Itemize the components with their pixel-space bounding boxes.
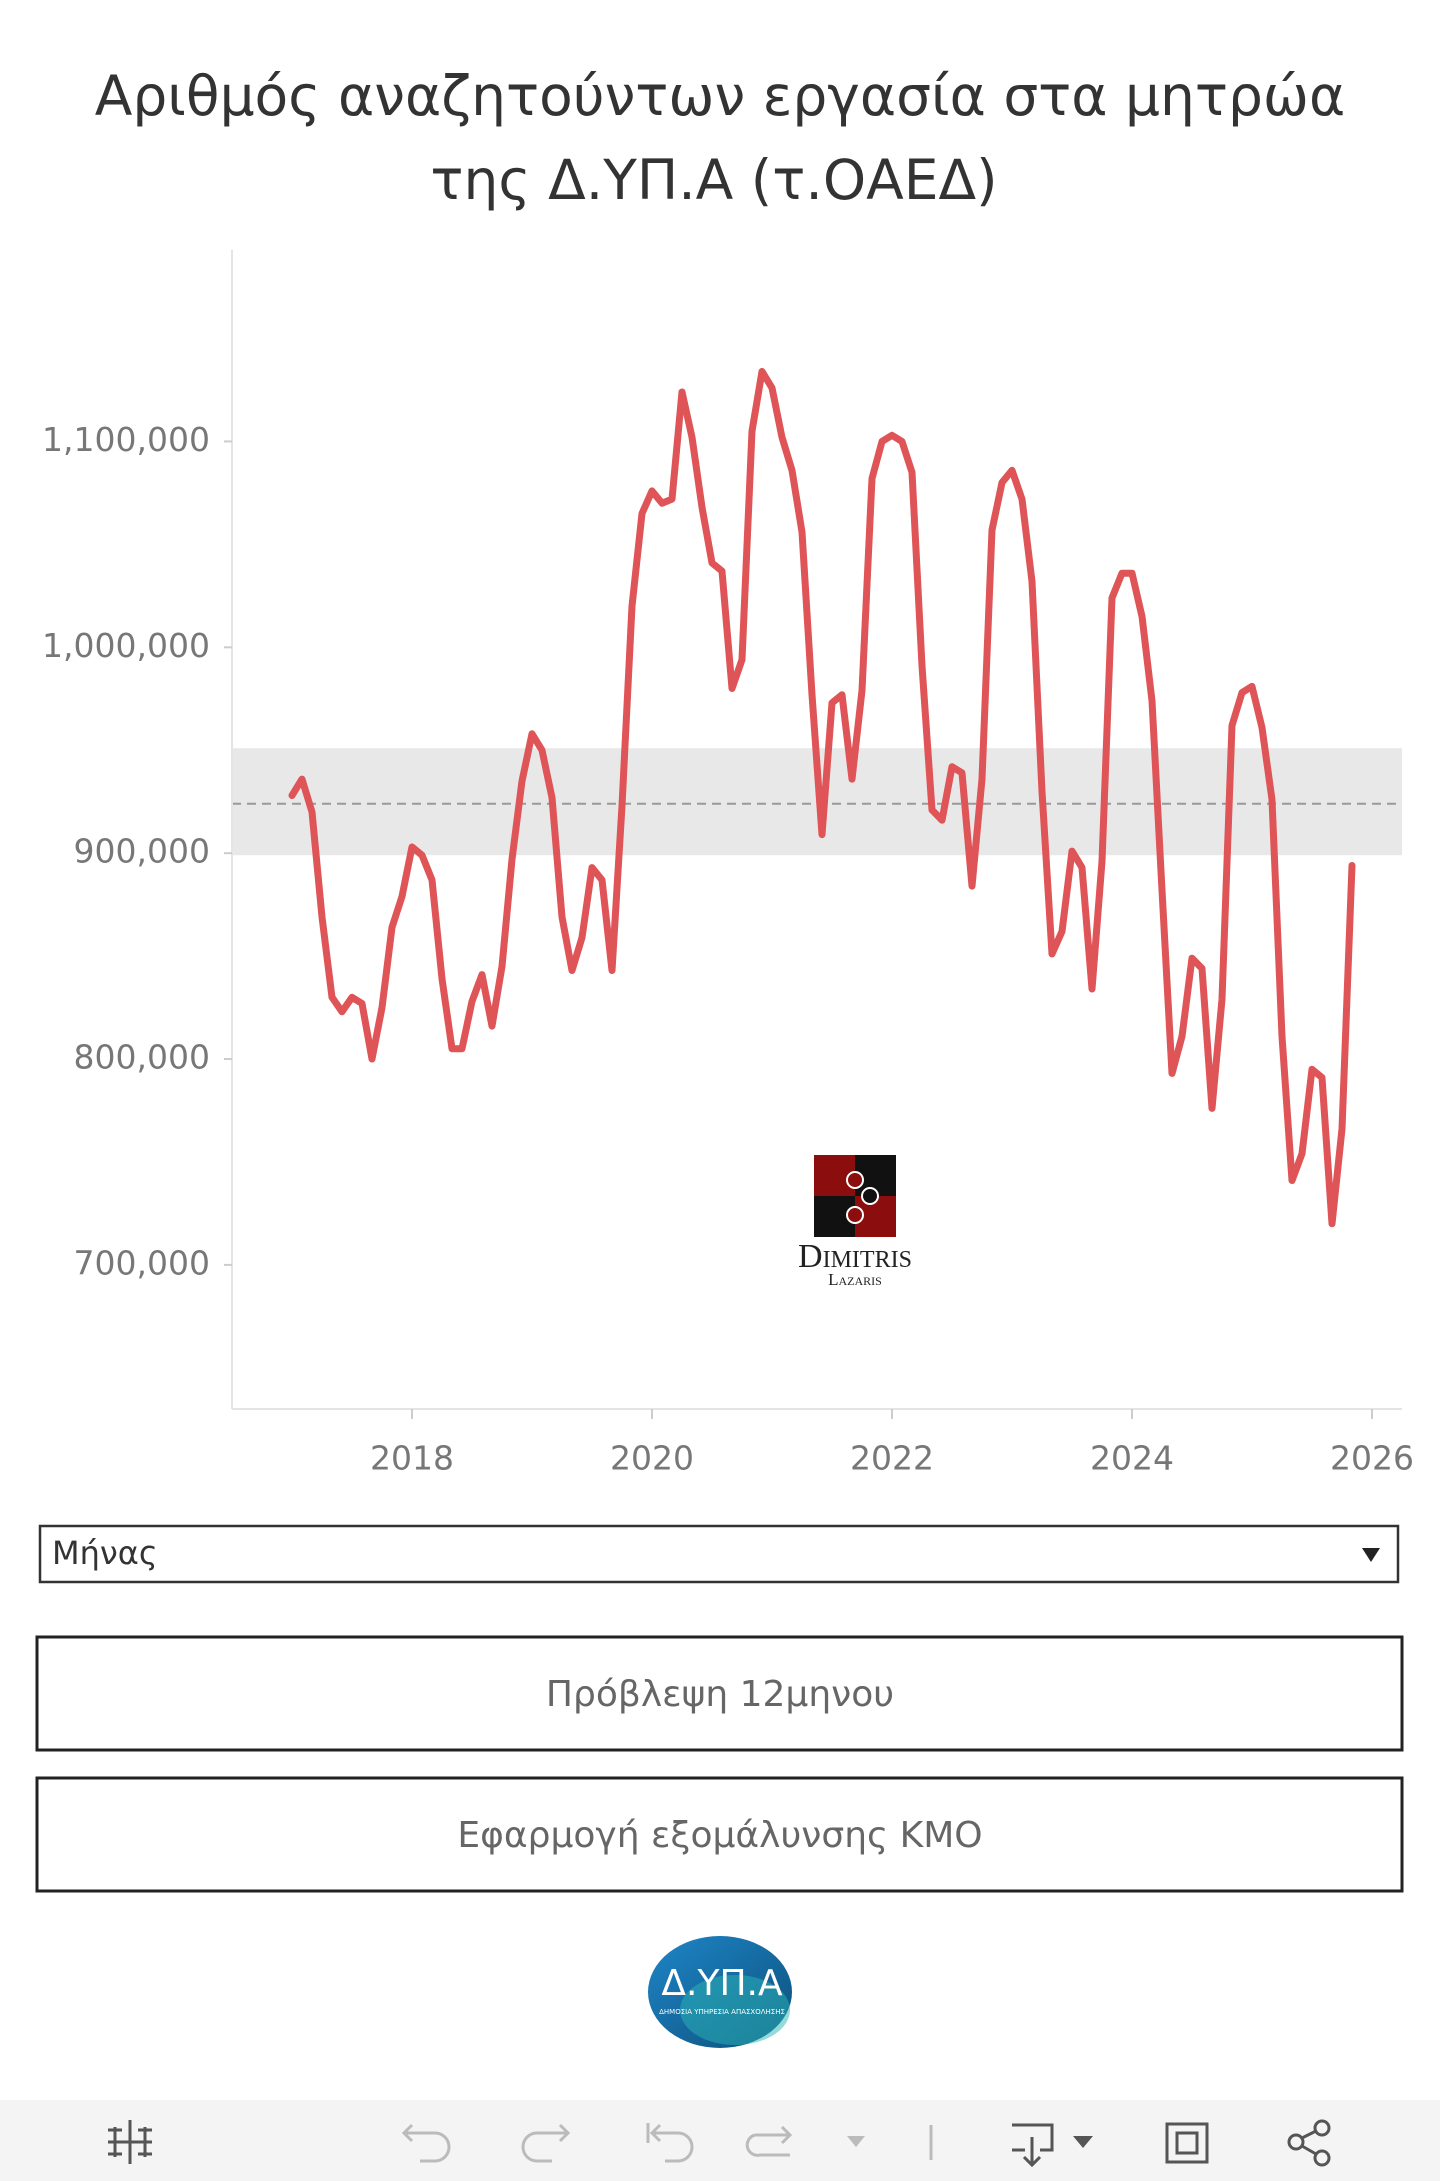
button-label[interactable]: Εφαρμογή εξομάλυνσης ΚΜΟ (457, 1815, 982, 1856)
dropdown[interactable]: Μήνας (38, 1524, 1400, 1584)
x-tick-label: 2026 (1330, 1439, 1414, 1478)
logo-subtitle: ΔΗΜΟΣΙΑ ΥΠΗΡΕΣΙΑ ΑΠΑΣΧΟΛΗΣΗΣ (659, 2008, 785, 2016)
x-tick-label: 2020 (610, 1439, 694, 1478)
toolbar (0, 2100, 1440, 2181)
button-label[interactable]: Πρόβλεψη 12μηνου (546, 1674, 894, 1715)
revert[interactable] (646, 2123, 694, 2163)
x-tick-label: 2022 (850, 1439, 934, 1478)
share[interactable] (1287, 2119, 1331, 2167)
watermark-text: Dimitris (798, 1238, 912, 1275)
watermark-text: Lazaris (828, 1270, 882, 1289)
y-tick-label: 900,000 (74, 832, 210, 871)
button[interactable]: Πρόβλεψη 12μηνου (35, 1635, 1404, 1752)
y-tick-label: 700,000 (74, 1243, 210, 1282)
y-tick-label: 800,000 (74, 1038, 210, 1077)
x-tick-label: 2024 (1090, 1439, 1174, 1478)
tableau-icon[interactable] (108, 2120, 152, 2164)
y-tick-label: 1,000,000 (42, 626, 210, 665)
x-tick-label: 2018 (370, 1439, 454, 1478)
data-line (288, 368, 1356, 1228)
fullscreen[interactable] (1165, 2122, 1209, 2164)
chart-title: της Δ.ΥΠ.Α (τ.ΟΑΕΔ) (430, 148, 997, 212)
button[interactable]: Εφαρμογή εξομάλυνσης ΚΜΟ (35, 1776, 1404, 1893)
watermark-logo (814, 1155, 896, 1237)
download[interactable] (1012, 2123, 1093, 2168)
logo-name: Δ.ΥΠ.Α (661, 1963, 783, 2004)
toolbar-icons (108, 2119, 1331, 2168)
chart-title: Αριθμός αναζητούντων εργασία στα μητρώα (95, 64, 1345, 128)
y-tick-label: 1,100,000 (42, 420, 210, 459)
dropdown-label[interactable]: Μήνας (52, 1534, 158, 1572)
dypa-logo (648, 1936, 792, 2048)
redo[interactable] (521, 2123, 571, 2163)
undo[interactable] (401, 2123, 451, 2163)
refresh[interactable] (745, 2125, 793, 2157)
